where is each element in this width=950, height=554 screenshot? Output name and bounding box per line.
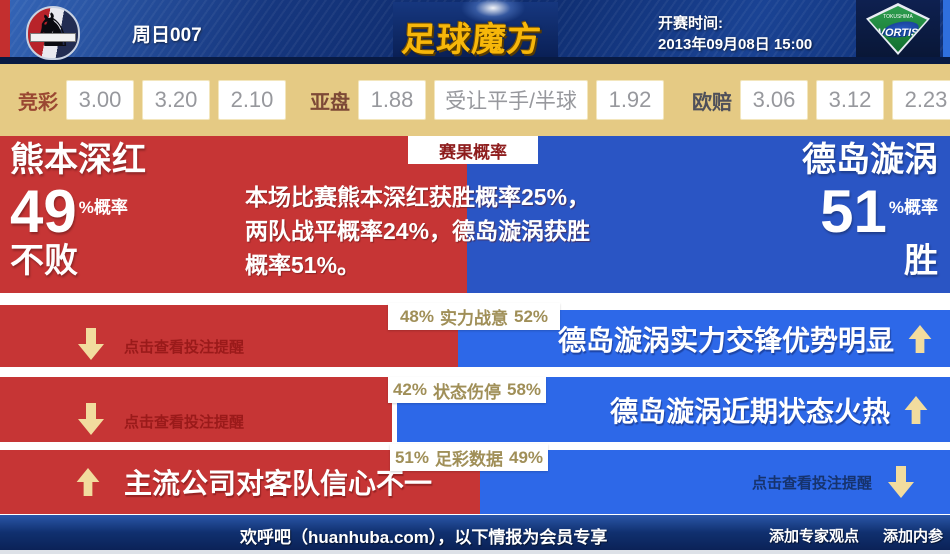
analysis-text: 本场比赛熊本深红获胜概率25%， 两队战平概率24%，德岛漩涡获胜 概率51%。 (245, 180, 675, 282)
yapan-home-odds: 1.88 (358, 80, 426, 120)
down-arrow-icon (78, 328, 104, 360)
away-lottery-percent: 49% (509, 447, 544, 467)
away-probability-value: 51 (820, 178, 887, 245)
strength-percent-strip: 48% 实力战意 52% (388, 303, 560, 330)
betting-reminder-label: 点击查看投注提醒 (124, 414, 245, 431)
up-arrow-icon (908, 324, 932, 353)
away-strength-message: 德岛漩涡实力交锋优势明显 (557, 324, 894, 356)
oupei-home-odds: 3.06 (740, 80, 808, 120)
oupei-draw-odds: 3.12 (816, 80, 884, 120)
site-logo-panel: 足球魔方 (393, 0, 558, 59)
home-team-name: 熊本深红 (10, 141, 146, 179)
up-arrow-icon (904, 395, 928, 424)
crest-shield: ♞ (26, 6, 80, 60)
home-probability-suffix: %概率 (78, 198, 128, 217)
home-strength-panel: 点击查看投注提醒 (0, 305, 458, 367)
home-outcome: 不败 (10, 242, 78, 280)
yapan-handicap: 受让平手/半球 (434, 80, 588, 120)
crest-banner (30, 33, 76, 42)
betting-reminder-link[interactable]: 点击查看投注提醒 (78, 328, 244, 360)
result-probability-section: 赛果概率 熊本深红 49 %概率 不败 德岛漩涡 51 %概率 胜 本场比赛熊本… (0, 136, 950, 293)
jingcai-label: 竞彩 (18, 91, 58, 114)
oupei-away-odds: 2.23 (892, 80, 950, 120)
away-team-crest-panel: TOKUSHIMA VORTIS (856, 0, 940, 57)
away-stats: 德岛漩涡 51 %概率 胜 (802, 138, 938, 284)
left-accent-stripe (0, 0, 10, 57)
home-probability-panel (0, 136, 467, 293)
kickoff-label: 开赛时间: (658, 15, 723, 32)
away-form-panel: 德岛漩涡近期状态火热 (397, 377, 950, 442)
home-stats: 熊本深红 49 %概率 不败 (10, 138, 146, 284)
home-form-panel: 点击查看投注提醒 (0, 377, 392, 442)
analysis-line: 本场比赛熊本深红获胜概率25%， (245, 184, 591, 210)
home-form-percent: 42% (392, 380, 427, 399)
jingcai-away-odds: 2.10 (218, 80, 286, 120)
down-arrow-icon (888, 466, 914, 498)
kickoff-datetime: 2013年09月08日 15:00 (658, 36, 813, 53)
footer-site-text: 欢呼吧（huanhuba.com），以下情报为会员专享 (240, 528, 608, 547)
away-outcome: 胜 (904, 242, 938, 280)
down-arrow-icon (78, 403, 104, 435)
header-bottom-strip (0, 57, 950, 64)
away-probability-panel (467, 136, 950, 293)
match-code: 周日007 (132, 25, 202, 46)
away-team-crest-icon: TOKUSHIMA VORTIS (866, 3, 930, 55)
home-team-crest-icon: ♞ (26, 6, 80, 60)
betting-reminder-link[interactable]: 点击查看投注提醒 (751, 474, 872, 492)
site-logo-text: 足球魔方 (400, 21, 544, 59)
crest-top-text: TOKUSHIMA (883, 14, 913, 20)
betting-reminder-label: 点击查看投注提醒 (124, 339, 245, 356)
yapan-away-odds: 1.92 (596, 80, 664, 120)
kickoff-time-block: 开赛时间: 2013年09月08日 15:00 (658, 13, 812, 55)
home-probability: 49 %概率 (10, 178, 146, 245)
oupei-label: 欧赔 (692, 91, 732, 114)
strength-strip-label: 实力战意 (440, 309, 508, 328)
analysis-line: 概率51%。 (245, 252, 361, 278)
add-insider-info-link[interactable]: 添加内参 (882, 528, 943, 545)
lottery-strip-label: 足彩数据 (435, 450, 503, 469)
away-strength-percent: 52% (514, 306, 549, 326)
form-strip-label: 状态伤停 (433, 382, 501, 402)
horse-silhouette-icon: ♞ (32, 6, 74, 57)
footer-bottom-line (0, 550, 950, 554)
away-lottery-panel: 点击查看投注提醒 (480, 450, 950, 514)
crest-name-text: VORTIS (877, 27, 919, 39)
right-accent-stripe (943, 0, 950, 57)
away-probability: 51 %概率 (802, 178, 938, 245)
home-lottery-percent: 51% (394, 447, 429, 467)
analysis-line: 两队战平概率24%，德岛漩涡获胜 (245, 218, 591, 244)
odds-bar: 竞彩 3.00 3.20 2.10 亚盘 1.88 受让平手/半球 1.92 欧… (0, 64, 950, 136)
jingcai-home-odds: 3.00 (66, 80, 134, 120)
home-probability-value: 49 (10, 178, 77, 245)
away-team-name: 德岛漩涡 (802, 141, 938, 179)
footer-links: 添加专家观点 添加内参 (769, 525, 943, 546)
yapan-label: 亚盘 (310, 91, 350, 114)
lottery-percent-strip: 51% 足彩数据 49% (390, 444, 548, 471)
away-probability-suffix: %概率 (888, 198, 938, 217)
footer: 欢呼吧（huanhuba.com），以下情报为会员专享 添加专家观点 添加内参 (0, 515, 950, 554)
header: ♞ 周日007 足球魔方 开赛时间: 2013年09月08日 15:00 TOK… (0, 0, 950, 64)
betting-reminder-link[interactable]: 点击查看投注提醒 (78, 403, 244, 435)
up-arrow-icon (76, 468, 100, 496)
home-lottery-message: 主流公司对客队信心不一 (124, 468, 433, 499)
away-form-message: 德岛漩涡近期状态火热 (609, 395, 890, 427)
add-expert-view-link[interactable]: 添加专家观点 (768, 528, 859, 545)
away-form-percent: 58% (507, 380, 542, 399)
comparison-row-form: 点击查看投注提醒 德岛漩涡近期状态火热 (0, 377, 950, 442)
jingcai-draw-odds: 3.20 (142, 80, 210, 120)
result-probability-badge: 赛果概率 (408, 136, 538, 164)
home-strength-percent: 48% (399, 306, 434, 326)
form-percent-strip: 42% 状态伤停 58% (388, 377, 546, 403)
